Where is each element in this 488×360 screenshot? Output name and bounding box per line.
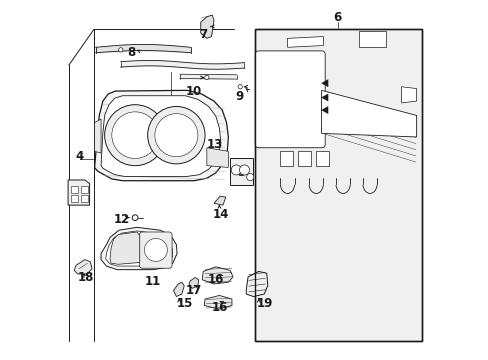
Text: 8: 8 (127, 46, 135, 59)
Bar (255, 30, 421, 341)
Polygon shape (101, 227, 177, 270)
Polygon shape (321, 90, 416, 137)
Circle shape (246, 174, 253, 181)
Text: 7: 7 (199, 28, 207, 41)
Text: 19: 19 (257, 297, 273, 310)
Polygon shape (321, 80, 327, 87)
Polygon shape (214, 196, 225, 205)
Text: 18: 18 (78, 271, 94, 284)
Circle shape (112, 112, 158, 158)
Text: 5: 5 (166, 148, 175, 161)
Polygon shape (74, 260, 92, 274)
Bar (298, 151, 310, 166)
Bar (255, 30, 421, 341)
Bar (70, 195, 78, 202)
Text: 12: 12 (114, 213, 130, 226)
Text: 9: 9 (235, 90, 244, 103)
Polygon shape (321, 94, 327, 101)
Bar (81, 186, 88, 193)
Circle shape (231, 165, 241, 175)
FancyBboxPatch shape (139, 232, 172, 268)
Polygon shape (287, 37, 323, 47)
Bar (359, 31, 386, 47)
Polygon shape (128, 103, 144, 117)
Polygon shape (202, 267, 233, 284)
Polygon shape (68, 180, 89, 205)
Polygon shape (101, 96, 220, 176)
Text: 15: 15 (177, 297, 193, 310)
Polygon shape (401, 87, 416, 103)
FancyBboxPatch shape (255, 51, 325, 148)
Bar (70, 186, 78, 193)
Text: 10: 10 (186, 85, 202, 98)
Polygon shape (201, 15, 214, 39)
Bar (230, 158, 253, 185)
Circle shape (147, 107, 204, 164)
Polygon shape (94, 90, 228, 181)
Circle shape (104, 105, 165, 166)
Text: 14: 14 (213, 208, 229, 221)
Circle shape (155, 114, 198, 157)
Text: 6: 6 (333, 12, 341, 24)
Polygon shape (105, 231, 172, 266)
Text: 5: 5 (117, 125, 124, 138)
Text: 4: 4 (75, 150, 83, 163)
Circle shape (132, 215, 138, 221)
Text: 3: 3 (236, 166, 244, 179)
Text: 11: 11 (144, 275, 161, 288)
Bar (280, 151, 292, 166)
Polygon shape (94, 119, 101, 153)
Text: 16: 16 (207, 273, 224, 286)
Text: 16: 16 (211, 301, 227, 314)
Circle shape (144, 238, 167, 261)
Polygon shape (204, 296, 231, 309)
Polygon shape (321, 107, 327, 114)
Text: 17: 17 (185, 284, 201, 297)
Text: 2: 2 (123, 109, 132, 122)
Text: 13: 13 (206, 138, 223, 150)
Ellipse shape (210, 142, 218, 147)
Circle shape (119, 48, 122, 52)
Polygon shape (173, 282, 184, 297)
Polygon shape (246, 271, 267, 297)
Circle shape (204, 75, 208, 80)
Polygon shape (110, 232, 140, 264)
Polygon shape (188, 278, 198, 288)
Polygon shape (206, 148, 228, 167)
Bar (316, 151, 328, 166)
Circle shape (238, 85, 242, 89)
Circle shape (239, 165, 249, 175)
Ellipse shape (133, 117, 141, 122)
Bar (81, 195, 88, 202)
Text: 1: 1 (166, 107, 175, 120)
